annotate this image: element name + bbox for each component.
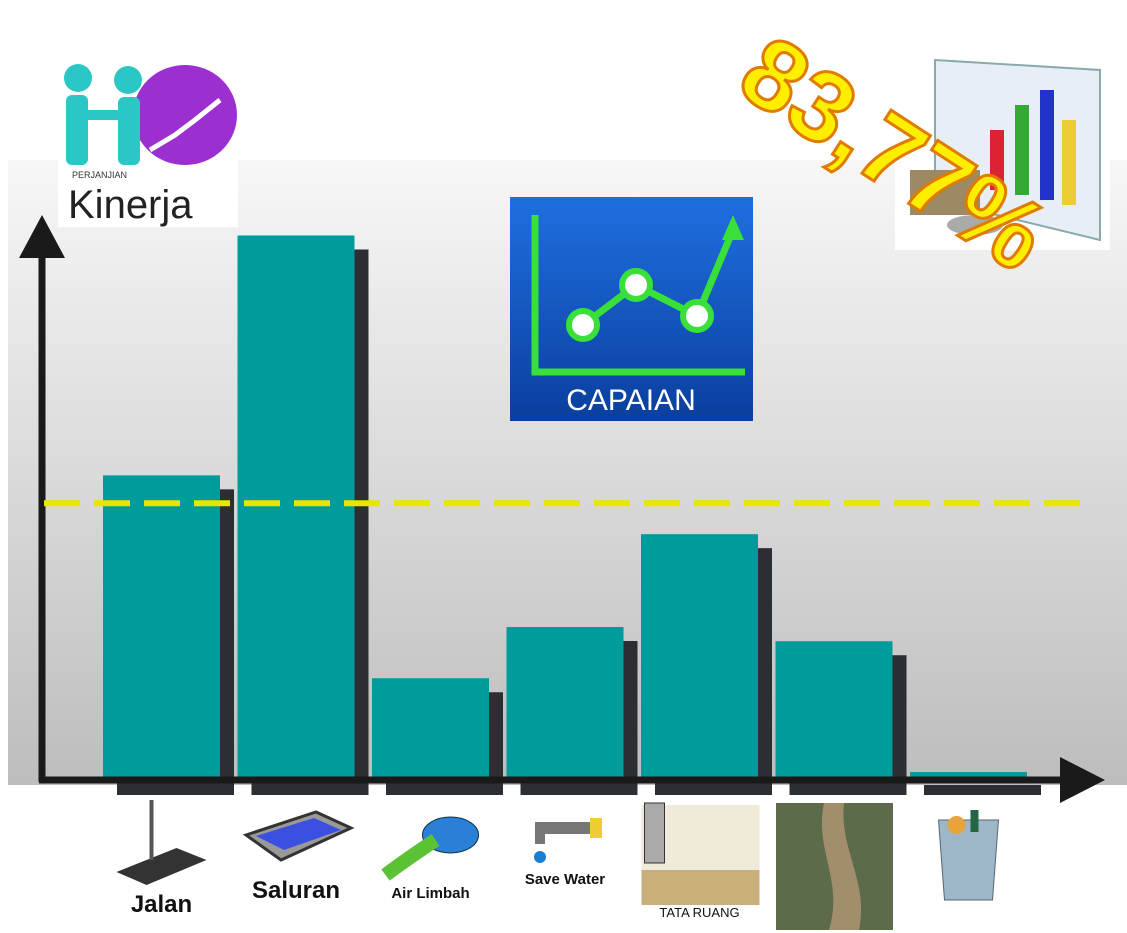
category-icons: Jalan Saluran Air Limbah Save Water TATA RUA… xyxy=(116,800,1000,930)
icon xyxy=(256,818,341,850)
base-shadow xyxy=(117,785,234,795)
base-shadow xyxy=(386,785,503,795)
logo-small: PERJANJIAN xyxy=(72,170,127,180)
x-tick-label: Saluran xyxy=(252,877,340,904)
icon xyxy=(947,816,966,834)
icon xyxy=(534,851,546,863)
x-tick-label: Air Limbah xyxy=(391,885,469,902)
x-tick-label: TATA RUANG xyxy=(659,905,739,920)
bar xyxy=(775,641,893,780)
chart-icon xyxy=(895,55,1110,250)
icon xyxy=(381,834,440,881)
x-axis-arrow xyxy=(1060,757,1105,803)
bar xyxy=(910,772,1027,780)
base-shadow xyxy=(655,785,772,795)
logo: PERJANJIAN Kinerja xyxy=(58,62,238,227)
bar xyxy=(103,475,220,780)
icon xyxy=(116,848,207,885)
bar xyxy=(372,678,489,780)
x-tick-label: Save Water xyxy=(525,871,605,888)
base-shadow xyxy=(924,785,1041,795)
icon xyxy=(641,870,760,905)
base-shadow xyxy=(520,785,638,795)
icon xyxy=(937,819,1000,901)
icon xyxy=(644,802,665,864)
icon xyxy=(535,822,545,844)
icon xyxy=(535,822,590,834)
bar xyxy=(506,627,624,780)
base-shadow xyxy=(789,785,907,795)
x-tick-label: Jalan xyxy=(131,891,192,918)
base-shadow xyxy=(251,785,369,795)
badge: CAPAIAN xyxy=(510,197,753,421)
icon xyxy=(821,803,862,930)
bar xyxy=(641,534,758,780)
y-axis-arrow xyxy=(19,215,65,258)
plot xyxy=(103,235,1041,795)
badge-text: CAPAIAN xyxy=(566,384,695,417)
icon xyxy=(590,818,602,838)
icon xyxy=(970,810,979,832)
bar xyxy=(237,235,355,781)
logo-big: Kinerja xyxy=(68,183,193,227)
